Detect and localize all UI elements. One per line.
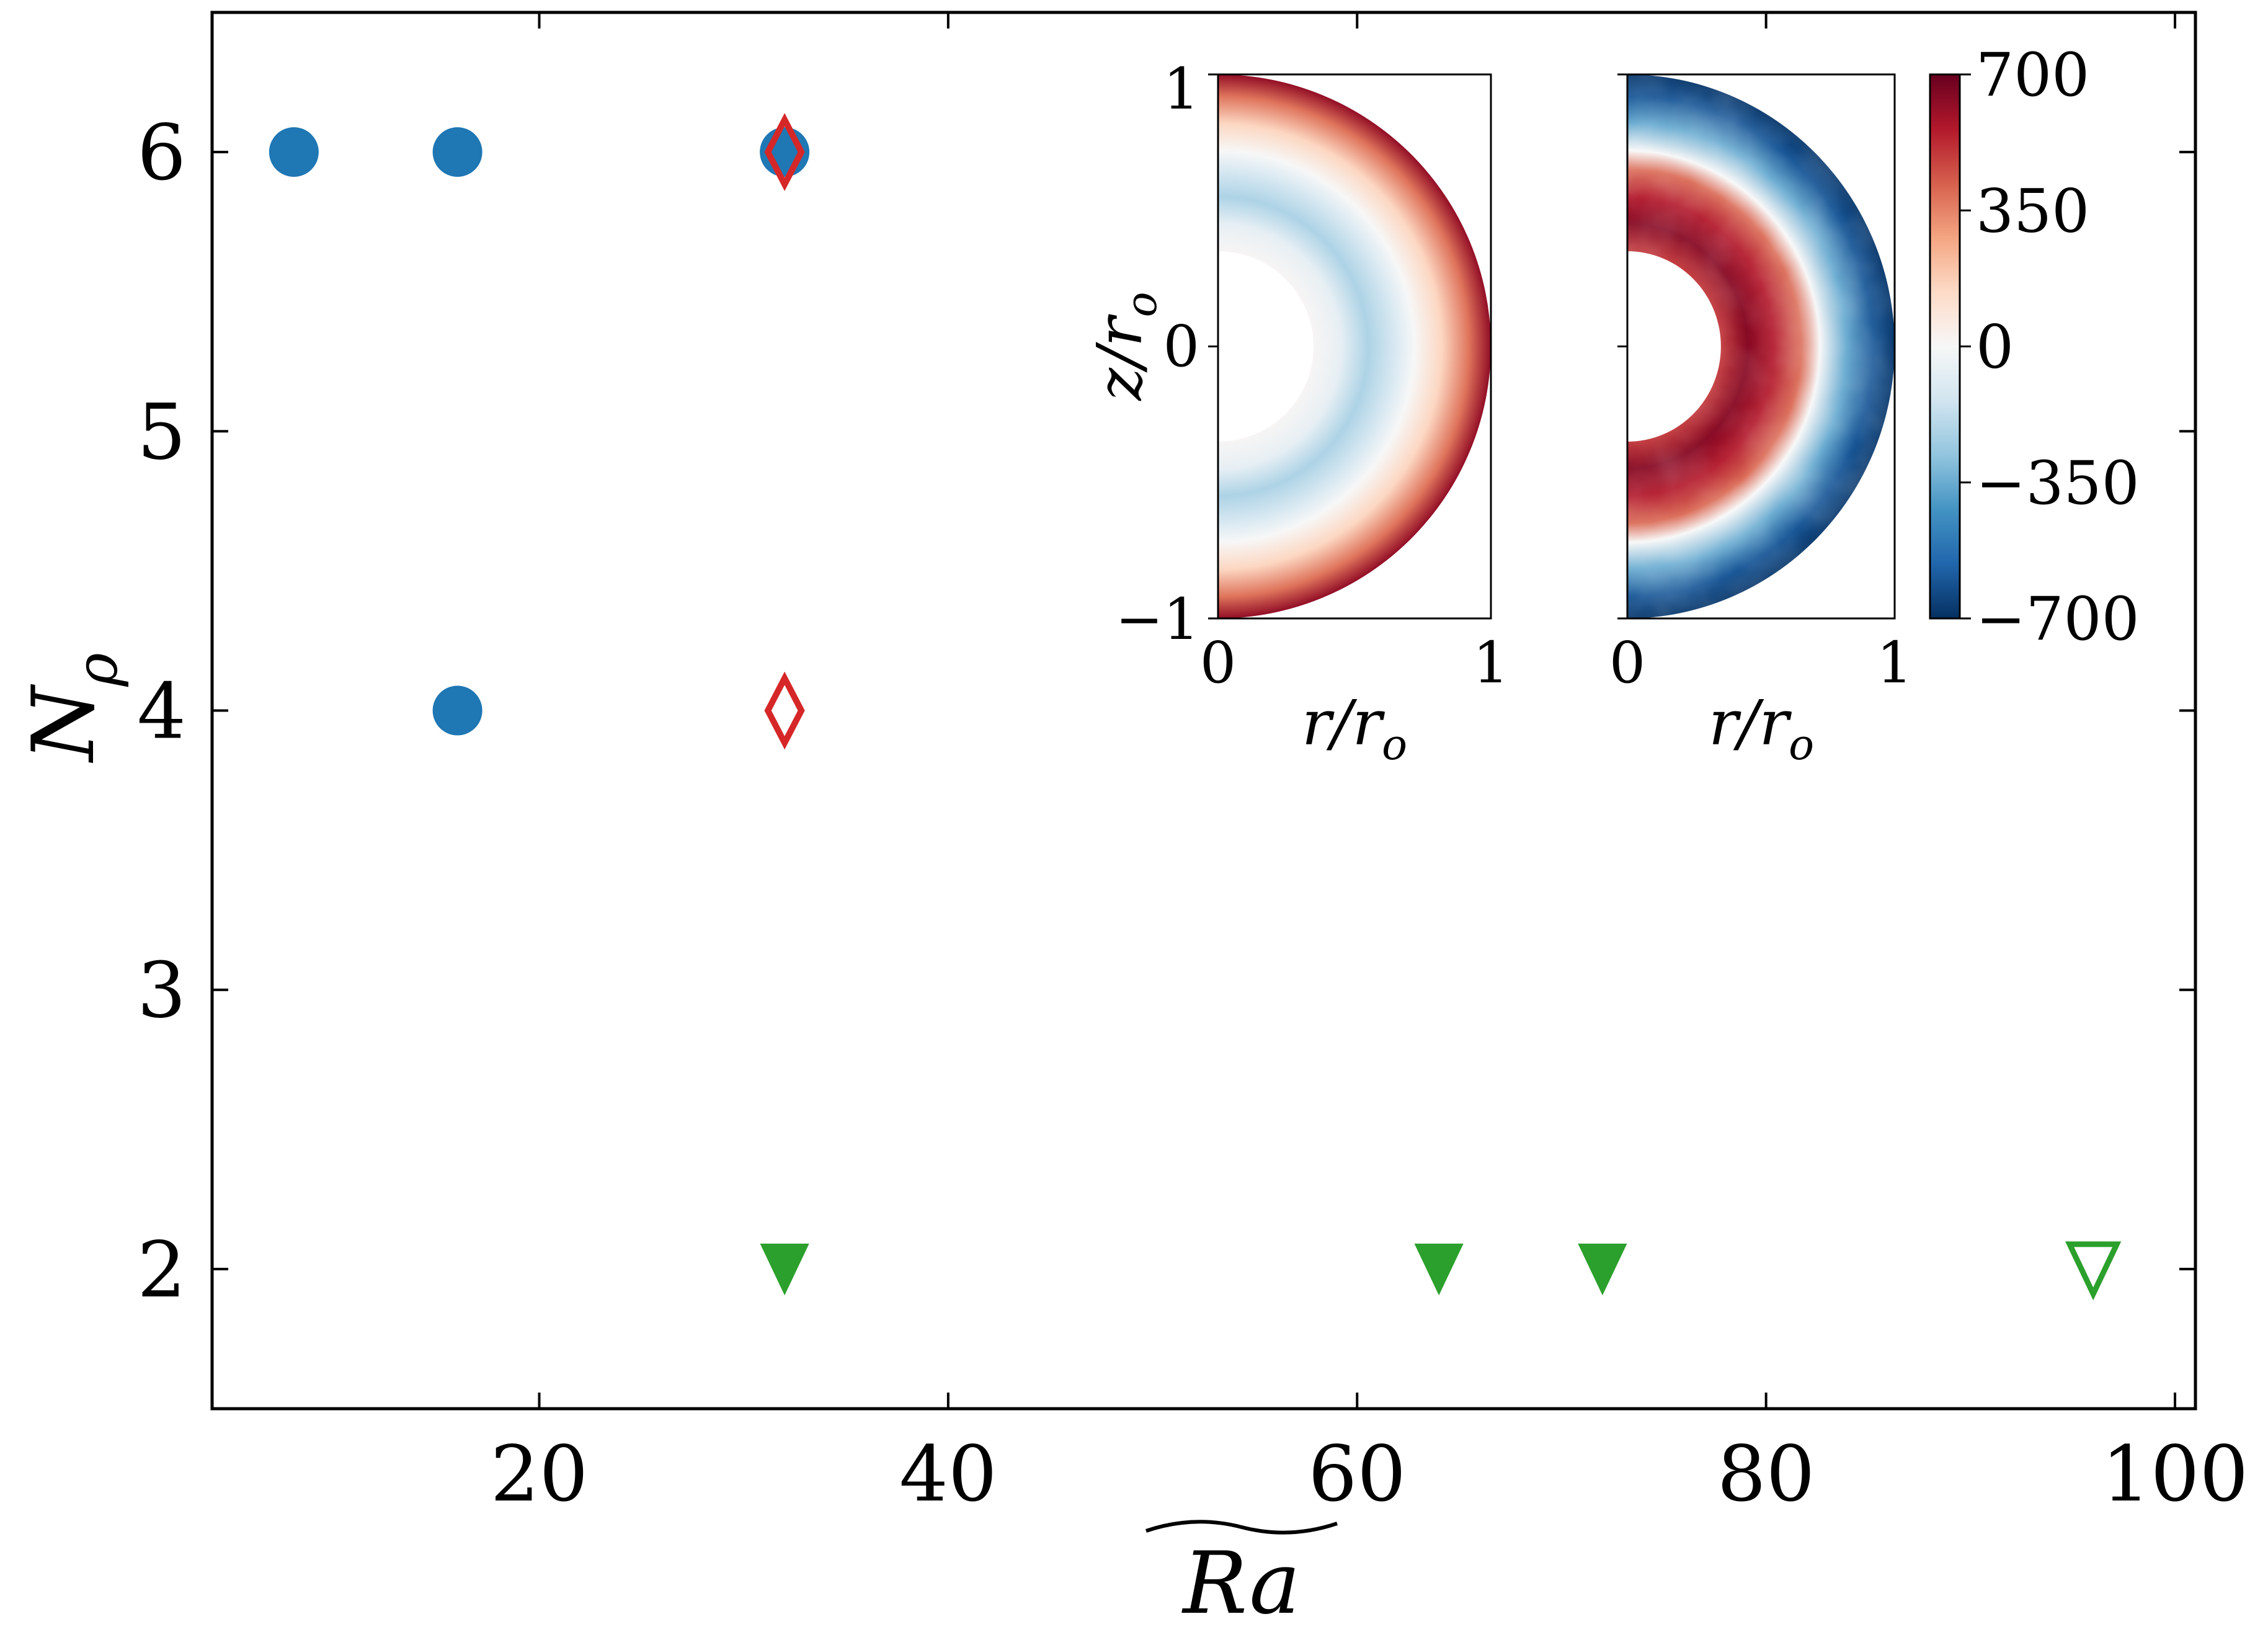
- y-tick-label: 3: [137, 947, 186, 1036]
- left-panel-xtick-left: 0: [1200, 630, 1237, 696]
- right-panel-ticks: [1617, 73, 1896, 620]
- right-panel-texture: [1627, 74, 1895, 618]
- filled-triangle-marker: [1578, 1243, 1627, 1296]
- y-axis-label-main: N: [14, 684, 113, 763]
- open-triangle-marker: [2065, 1241, 2122, 1301]
- filled-circle-marker: [269, 127, 319, 177]
- data-markers: [269, 113, 2122, 1301]
- colorbar: 700 350 0 −350 −700: [1929, 40, 2140, 654]
- right-panel-xlabel-main: r/r: [1709, 687, 1792, 759]
- left-panel-xlabel: r/ro: [1302, 687, 1407, 770]
- colorbar-gradient: [1929, 73, 1961, 620]
- left-panel-xlabel-main: r/r: [1302, 687, 1385, 759]
- y-axis-label-subscript: ρ: [64, 653, 130, 687]
- y-axis-ticks: 2 3 4 5 6: [137, 109, 2195, 1315]
- x-tick-label: 40: [899, 1430, 997, 1519]
- x-axis-label-tilde: [1145, 1520, 1338, 1535]
- filled-circle-marker: [432, 685, 483, 736]
- left-panel-xtick-right: 1: [1473, 630, 1510, 696]
- x-axis-label: Ra: [1145, 1520, 1338, 1632]
- y-axis-label: Nρ: [14, 653, 130, 764]
- left-panel-annulus: [1218, 74, 1491, 618]
- colorbar-tick-label: 350: [1976, 176, 2089, 246]
- left-panel-ylabel-main: z/r: [1083, 314, 1156, 401]
- x-tick-label: 100: [2102, 1430, 2249, 1519]
- left-panel-xlabel-subscript: o: [1382, 721, 1407, 770]
- filled-circle-marker: [432, 127, 483, 177]
- colorbar-tick-label: −350: [1976, 448, 2140, 518]
- filled-triangle-marker: [760, 1243, 809, 1296]
- right-meridional-panel: 0 1 r/ro: [1609, 73, 1913, 770]
- colorbar-tick-label: 700: [1976, 40, 2089, 110]
- colorbar-tick-label: 0: [1976, 313, 2014, 382]
- y-tick-label: 4: [137, 667, 186, 757]
- x-tick-label: 60: [1308, 1430, 1406, 1519]
- colorbar-tick-label: −700: [1976, 584, 2140, 654]
- y-axis-label-text: Nρ: [14, 653, 130, 764]
- left-panel-ytick-top: 1: [1163, 56, 1199, 122]
- left-panel-ytick-bottom: −1: [1115, 586, 1199, 653]
- left-panel-ylabel-subscript: o: [1118, 292, 1167, 317]
- x-axis-label-text: Ra: [1181, 1533, 1300, 1632]
- left-meridional-panel: 1 0 −1 0 1 r/ro z/ro: [1083, 56, 1509, 770]
- left-panel-ylabel: z/ro: [1083, 292, 1167, 401]
- filled-triangle-marker: [1414, 1243, 1464, 1296]
- right-panel-xtick-left: 0: [1609, 630, 1646, 696]
- inset: 1 0 −1 0 1 r/ro z/ro 0 1 r/ro 7003500−35…: [1083, 40, 2140, 770]
- left-panel-ytick-mid: 0: [1163, 313, 1199, 380]
- x-axis-ticks: 20 40 60 80 100: [491, 12, 2249, 1519]
- x-tick-label: 20: [491, 1430, 589, 1519]
- open-diamond-marker: [764, 113, 805, 191]
- left-panel-ylabel-text: z/ro: [1083, 292, 1167, 401]
- right-panel-xlabel-subscript: o: [1789, 721, 1814, 770]
- x-tick-label: 80: [1717, 1430, 1815, 1519]
- right-panel-xlabel: r/ro: [1709, 687, 1814, 770]
- colorbar-ticks: 700 350 0 −350 −700: [1960, 40, 2140, 654]
- y-tick-label: 2: [137, 1226, 186, 1315]
- left-panel-ticks: [1208, 73, 1492, 620]
- open-diamond-marker: [764, 671, 805, 750]
- y-tick-label: 5: [137, 388, 186, 477]
- right-panel-xtick-right: 1: [1877, 630, 1913, 696]
- plot-frame: [210, 11, 2197, 1411]
- y-tick-label: 6: [137, 109, 186, 198]
